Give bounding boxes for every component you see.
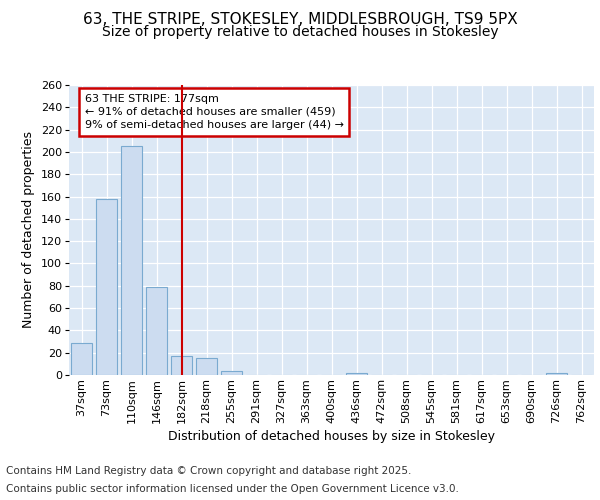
X-axis label: Distribution of detached houses by size in Stokesley: Distribution of detached houses by size … [168, 430, 495, 443]
Text: 63 THE STRIPE: 177sqm
← 91% of detached houses are smaller (459)
9% of semi-deta: 63 THE STRIPE: 177sqm ← 91% of detached … [85, 94, 344, 130]
Y-axis label: Number of detached properties: Number of detached properties [22, 132, 35, 328]
Text: Contains public sector information licensed under the Open Government Licence v3: Contains public sector information licen… [6, 484, 459, 494]
Bar [196, 358, 217, 375]
Bar [96, 199, 117, 375]
Bar [171, 356, 192, 375]
Text: Contains HM Land Registry data © Crown copyright and database right 2025.: Contains HM Land Registry data © Crown c… [6, 466, 412, 476]
Text: Size of property relative to detached houses in Stokesley: Size of property relative to detached ho… [101, 25, 499, 39]
Bar [121, 146, 142, 375]
Bar [346, 373, 367, 375]
Bar [546, 373, 567, 375]
Bar [221, 370, 242, 375]
Text: 63, THE STRIPE, STOKESLEY, MIDDLESBROUGH, TS9 5PX: 63, THE STRIPE, STOKESLEY, MIDDLESBROUGH… [83, 12, 517, 28]
Bar [71, 342, 92, 375]
Bar [146, 287, 167, 375]
